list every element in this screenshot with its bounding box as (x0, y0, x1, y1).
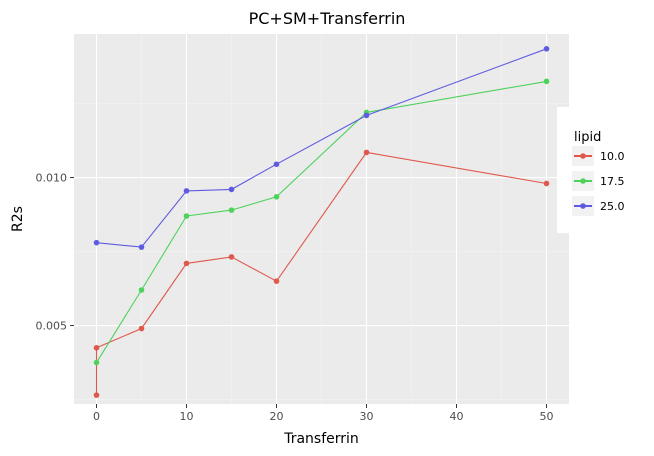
series-25-0-point (228, 186, 235, 193)
series-25-0-point (93, 239, 100, 246)
data-points (93, 46, 550, 398)
y-axis-title: R2s (10, 206, 26, 232)
legend-item-17-5-point (580, 178, 586, 184)
series-25-0-point (543, 46, 550, 52)
series-10-0-point (363, 149, 370, 156)
x-axis: 0 10 20 30 40 50 (93, 404, 554, 423)
x-tick-label: 0 (93, 410, 100, 423)
series-25-0-point (183, 188, 190, 194)
x-tick-label: 10 (180, 410, 194, 423)
series-10-0-point (273, 278, 280, 284)
grid-lines (74, 34, 569, 404)
series-10-0-point (138, 325, 145, 332)
series-10-0-point (228, 254, 235, 260)
series-17-5-point (138, 287, 145, 293)
x-tick-label: 20 (270, 410, 284, 423)
legend: lipid 10.0 17.5 25.0 (557, 107, 654, 233)
series-10-0-point (93, 344, 100, 351)
chart-title: PC+SM+Transferrin (249, 9, 406, 28)
legend-item-10-0-point (580, 153, 586, 159)
series-17-5-point (93, 359, 100, 366)
series-17-5-point (543, 78, 550, 85)
series-17-5-point (183, 213, 190, 219)
legend-title: lipid (574, 130, 601, 145)
series-25-0-point (363, 112, 370, 119)
legend-items: 10.0 17.5 25.0 (572, 146, 625, 216)
series-10-0-point (183, 260, 190, 267)
legend-item-25-0-point (580, 203, 586, 209)
x-tick-label: 50 (540, 410, 554, 423)
legend-item-17-5-label: 17.5 (600, 175, 625, 188)
y-tick-label: 0.010 (36, 172, 68, 185)
series-25-0-point (138, 244, 145, 250)
x-tick-label: 30 (360, 410, 374, 423)
legend-item-25-0-label: 25.0 (600, 200, 625, 213)
y-tick-label: 0.005 (36, 320, 68, 333)
series-10-0-line (95, 151, 547, 396)
series-17-5-point (273, 194, 280, 200)
legend-item-10-0-label: 10.0 (600, 150, 625, 163)
series-10-0-point (543, 180, 550, 187)
series-17-5-point (228, 207, 235, 213)
y-axis: 0.005 0.010 (36, 172, 74, 333)
legend-box (557, 107, 654, 233)
x-axis-title: Transferrin (283, 431, 359, 447)
series-10-0-point (93, 392, 100, 398)
x-tick-label: 40 (450, 410, 464, 423)
series-25-0-point (273, 161, 280, 168)
